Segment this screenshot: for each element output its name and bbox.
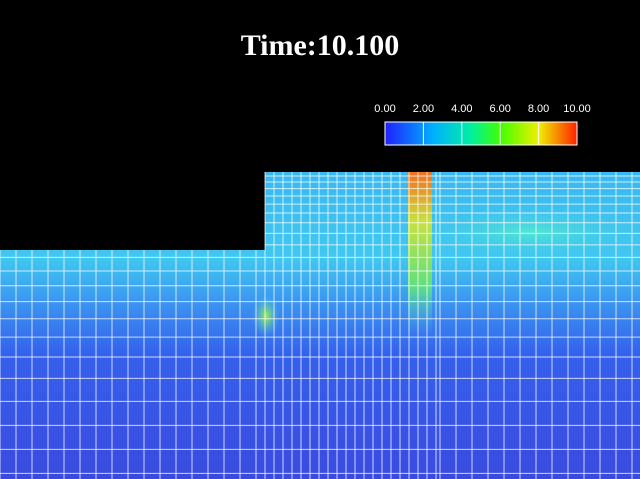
colorbar-ticks: 0.00 2.00 4.00 6.00 8.00 10.00 [374, 103, 591, 145]
title: Time:10.100 [241, 29, 400, 62]
colorbar [384, 121, 578, 146]
colorbar-tick-label: 10.00 [563, 103, 591, 115]
field-highlight [408, 172, 432, 337]
colorbar-tick-label: 4.00 [451, 103, 472, 115]
colorbar-tick-label: 8.00 [528, 103, 549, 115]
colorbar-tick-label: 0.00 [374, 103, 395, 115]
colorbar-tick-label: 6.00 [489, 103, 510, 115]
field-highlight [252, 294, 280, 338]
colorbar-tick-label: 2.00 [413, 103, 434, 115]
mesh-grid [0, 172, 640, 479]
